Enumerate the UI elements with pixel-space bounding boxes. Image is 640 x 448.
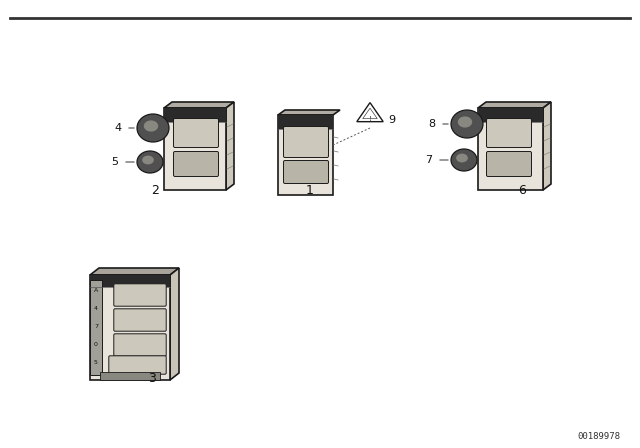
Ellipse shape: [144, 121, 158, 132]
Bar: [478, 108, 543, 190]
Text: !: !: [369, 116, 371, 122]
Bar: [478, 108, 543, 122]
Text: 3: 3: [148, 371, 156, 384]
Text: 9: 9: [388, 115, 396, 125]
Polygon shape: [164, 102, 234, 108]
Polygon shape: [543, 102, 551, 190]
FancyBboxPatch shape: [114, 309, 166, 331]
FancyBboxPatch shape: [486, 151, 531, 177]
FancyBboxPatch shape: [284, 160, 328, 184]
Text: 00189978: 00189978: [577, 431, 620, 440]
Bar: [90, 275, 170, 287]
Text: 1: 1: [306, 184, 314, 197]
Polygon shape: [226, 102, 234, 190]
Ellipse shape: [137, 151, 163, 173]
FancyBboxPatch shape: [109, 356, 166, 374]
Ellipse shape: [142, 155, 154, 164]
FancyBboxPatch shape: [486, 119, 531, 147]
Ellipse shape: [456, 154, 468, 162]
Text: 4: 4: [115, 123, 122, 133]
FancyBboxPatch shape: [284, 126, 328, 158]
Text: 5: 5: [111, 157, 118, 167]
Text: 7: 7: [94, 323, 98, 328]
Polygon shape: [170, 268, 179, 380]
Text: 8: 8: [428, 119, 436, 129]
FancyBboxPatch shape: [173, 151, 218, 177]
Bar: [278, 115, 333, 129]
FancyBboxPatch shape: [173, 119, 218, 147]
Bar: [278, 115, 333, 195]
Polygon shape: [357, 103, 383, 122]
Text: 2: 2: [151, 184, 159, 197]
Bar: [100, 372, 160, 380]
Text: A: A: [94, 288, 98, 293]
FancyBboxPatch shape: [114, 334, 166, 356]
Ellipse shape: [137, 114, 169, 142]
Bar: [164, 108, 226, 190]
Text: 0: 0: [94, 341, 98, 346]
Bar: [90, 275, 170, 380]
Text: 4: 4: [94, 306, 98, 310]
Ellipse shape: [451, 110, 483, 138]
Ellipse shape: [451, 149, 477, 171]
Polygon shape: [278, 110, 340, 115]
Bar: [90, 280, 102, 375]
Bar: [164, 108, 226, 122]
Polygon shape: [90, 268, 179, 275]
Text: 7: 7: [426, 155, 433, 165]
Ellipse shape: [458, 116, 472, 128]
Polygon shape: [478, 102, 551, 108]
Text: 6: 6: [518, 184, 526, 197]
Text: 5: 5: [94, 359, 98, 365]
FancyBboxPatch shape: [114, 284, 166, 306]
